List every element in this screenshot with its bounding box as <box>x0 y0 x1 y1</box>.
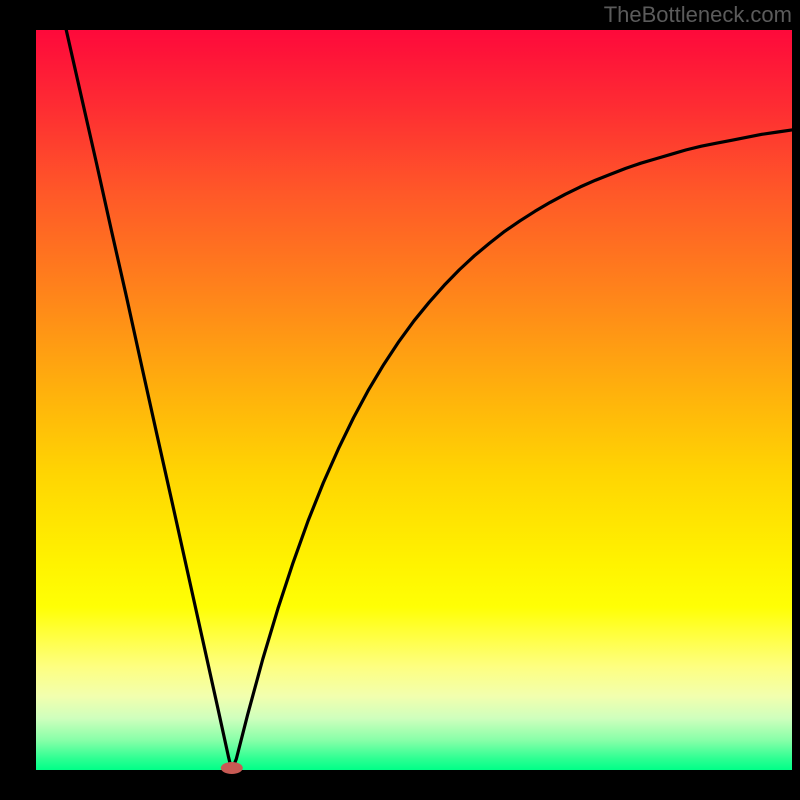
bottleneck-chart <box>0 0 800 800</box>
minimum-marker <box>221 762 243 774</box>
chart-container: TheBottleneck.com <box>0 0 800 800</box>
watermark-text: TheBottleneck.com <box>604 2 792 28</box>
